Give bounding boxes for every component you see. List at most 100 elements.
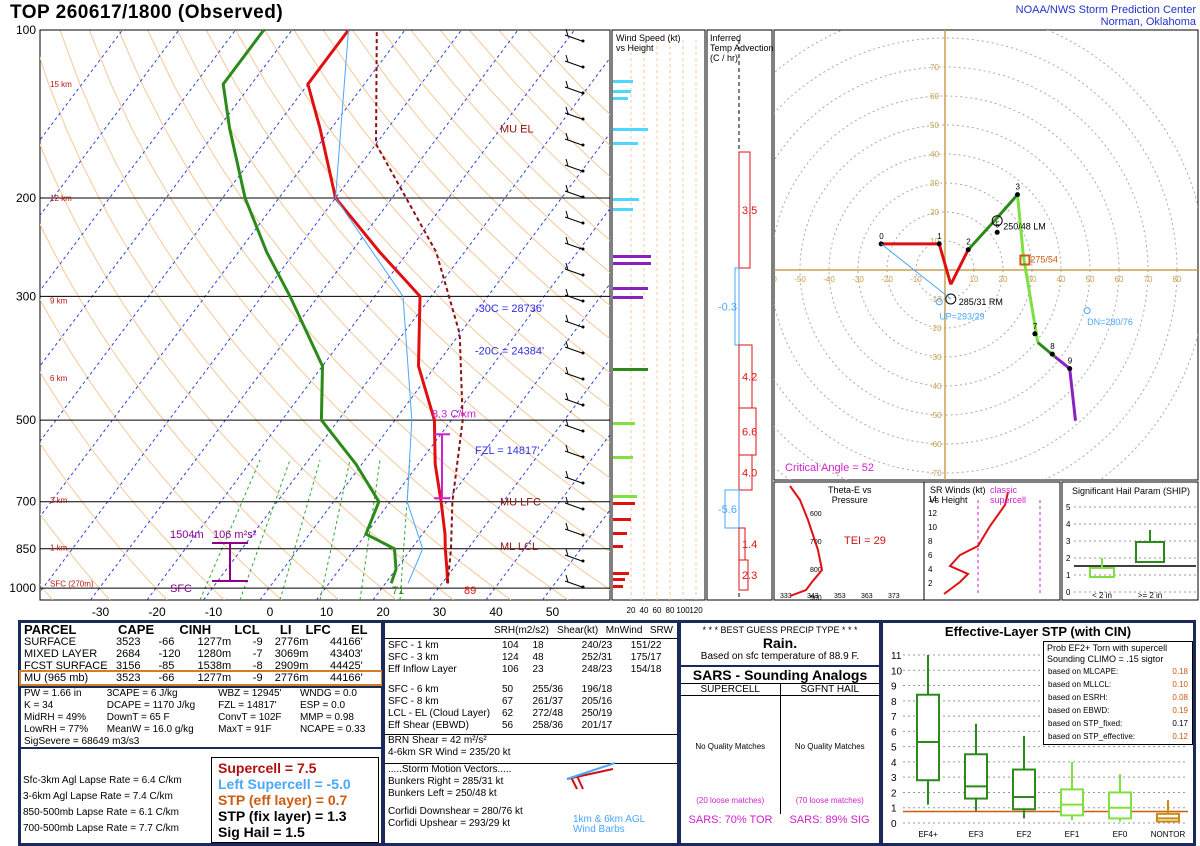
kin-cell: 104 <box>502 640 519 651</box>
hodo-point-label: 8 <box>1050 342 1055 351</box>
parcel-cell: 1280m <box>197 648 232 660</box>
kin-cell: 18 <box>532 640 544 651</box>
srw-y-tick: 6 <box>928 551 933 560</box>
theta-title2: Pressure <box>831 495 868 505</box>
lm-label: 250/48 LM <box>1003 221 1046 231</box>
stp-y-tick: 0 <box>891 819 897 830</box>
parcel-cell: 44166' <box>330 672 363 684</box>
theta-x-tick: 353 <box>834 593 846 600</box>
brn-shear: BRN Shear = 42 m²/s² <box>388 735 487 746</box>
dn-label: DN=280/76 <box>1087 317 1133 327</box>
wind-tick: 80 <box>666 606 675 615</box>
wind-speed-bar <box>613 518 631 521</box>
wind-speed-bar <box>613 287 648 290</box>
minus20-label: -20C = 24384' <box>475 345 544 357</box>
height-label: 6 km <box>50 374 68 383</box>
barb-label2: Wind Barbs <box>573 824 625 835</box>
theta-e-profile <box>789 485 824 597</box>
wind-tick: 100 <box>676 606 690 615</box>
hodo-x-tick: 20 <box>999 275 1008 284</box>
stp-panel: Effective-Layer STP (with CIN) 11 10 9 8 7 6 5… <box>880 620 1196 846</box>
kin-cell: 154/18 <box>630 664 662 675</box>
mu-lfc-label: MU LFC <box>500 497 541 509</box>
wind-speed-bar <box>613 142 638 145</box>
corfidi-down: Corfidi Downshear = 280/76 kt <box>388 806 523 817</box>
composite-box: Supercell = 7.5 Left Supercell = -5.0 ST… <box>211 757 379 843</box>
wind-barb-dot <box>581 533 585 537</box>
sig-hail-value: Sig Hail = 1.5 <box>218 824 305 840</box>
prob-title1: Prob EF2+ Torn with supercell <box>1047 643 1168 653</box>
kin-cell <box>529 676 578 684</box>
temp-tick: -10 <box>205 605 223 619</box>
temp-advection-panel: 3.5 -0.3 4.2 6.6 4.0 -5.6 1.4 2.3 <box>706 29 773 601</box>
hodo-x-tick: -40 <box>823 275 835 284</box>
kin-cell: 196/18 <box>581 684 613 695</box>
kin-cell <box>628 708 677 720</box>
parcel-cell: 1277m <box>197 672 232 684</box>
parcel-cell: -66 <box>158 672 175 684</box>
isotherm <box>146 30 575 600</box>
ship-title: Significant Hail Param (SHIP) <box>1072 486 1191 496</box>
ml-lcl-label: ML LCL <box>500 541 538 553</box>
hodo-ring-label: 60 <box>930 92 939 101</box>
kin-row: SFC - 6 km 50 255/36 196/18 <box>385 684 677 696</box>
hodo-x-tick: 40 <box>1057 275 1066 284</box>
wind-speed-bar <box>613 262 651 265</box>
srw-y-tick: 2 <box>928 579 933 588</box>
parcel-cell: 3069m <box>274 648 309 660</box>
hodo-x-tick: -50 <box>794 275 806 284</box>
kin-cell: 56 <box>502 720 514 731</box>
hodo-point-label: 5 <box>995 220 1000 229</box>
dry-adiabat <box>40 143 397 600</box>
hodo-ring-label: -20 <box>930 324 942 333</box>
parcel-cell: 1277m <box>197 636 232 648</box>
wind-tick: 40 <box>640 606 649 615</box>
srw-label: classic supercell <box>990 485 1026 505</box>
hodo-x-tick: -10 <box>910 275 922 284</box>
theta-title: Theta-E vs Pressure <box>828 485 872 505</box>
parcel-cell: 2776m <box>274 672 309 684</box>
hodo-content: 10-1020-2030-3040-4050-5060-6070-7010-10… <box>774 30 1198 480</box>
parcel-cell: FCST SURFACE <box>24 660 108 672</box>
wind-barb <box>565 28 569 37</box>
height-label: 3 km <box>50 496 68 505</box>
temperature-profile <box>306 30 450 584</box>
temp-tick: -20 <box>148 605 166 619</box>
wind-speed-bar <box>613 572 629 575</box>
temp-tick: 20 <box>376 605 390 619</box>
tadv-title1: Inferred <box>710 33 742 43</box>
hodo-ring-label: 10 <box>930 237 939 246</box>
index-cell: MeanW = 16.0 g/kg <box>106 724 194 735</box>
hodo-point-label: 0 <box>879 232 884 241</box>
hodo-x-tick: 50 <box>1086 275 1095 284</box>
parcel-cell: -7 <box>252 648 263 660</box>
wind-barb <box>565 574 569 583</box>
height-label: SFC (270m) <box>50 579 94 588</box>
parcel-cell: 2776m <box>274 636 309 648</box>
srw-label2: supercell <box>990 495 1027 505</box>
prob-value: 0.08 <box>1172 693 1188 702</box>
parcel-cell: -85 <box>158 660 175 672</box>
wind-barb-dot <box>581 247 585 251</box>
parcel-trace <box>374 30 464 584</box>
wind-tick: 20 <box>627 606 636 615</box>
parcel-row: SURFACE 3523 -66 1277m -9 2776m 44166' <box>21 636 381 648</box>
kin-hdr-srh: SRH(m2/s2) <box>494 625 550 636</box>
hdr-lfc: LFC <box>305 622 331 637</box>
hodo-ring-label: 30 <box>930 179 939 188</box>
dry-adiabat <box>40 223 340 600</box>
srw-y-tick: 12 <box>928 509 937 518</box>
kin-cell: SFC - 6 km <box>388 684 439 695</box>
wind-barb-dot <box>581 117 585 121</box>
hodo-point <box>965 247 971 253</box>
index-cell: WBZ = 12945' <box>218 688 282 699</box>
hodo-ring-label: -50 <box>930 411 942 420</box>
advection-value: -0.3 <box>718 302 737 314</box>
barb-label1: 1km & 6km AGL <box>573 814 646 825</box>
dry-adiabat <box>40 513 111 600</box>
parcel-cell: -66 <box>158 636 175 648</box>
stp-box <box>916 693 940 782</box>
mixing-ratio-line <box>239 459 291 600</box>
